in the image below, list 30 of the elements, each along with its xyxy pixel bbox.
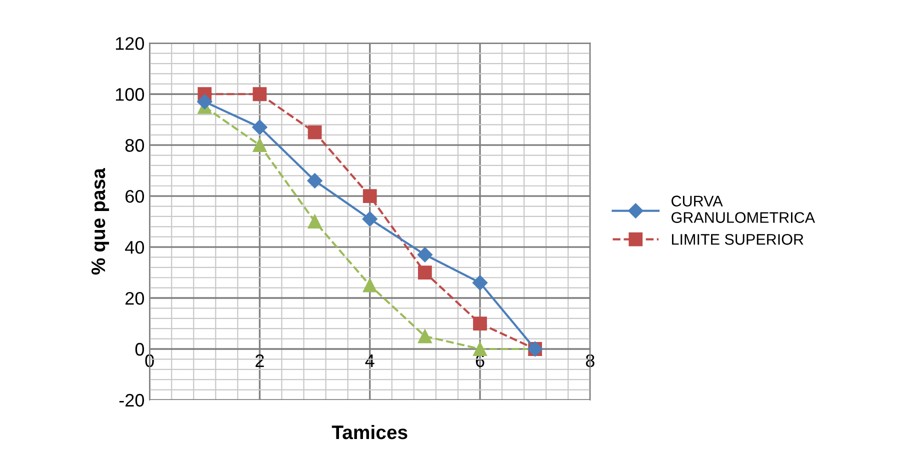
y-tick-label: 120 [116, 37, 144, 50]
point [252, 138, 267, 152]
point [473, 342, 487, 356]
point [308, 214, 322, 229]
point [197, 94, 212, 110]
point [418, 329, 432, 344]
x-axis-title: Tamices [332, 424, 408, 440]
x-tick-label: 2 [256, 354, 264, 367]
legend-label: CURVA GRANULOMETRICA [672, 196, 816, 223]
point [362, 189, 377, 204]
y-tick-label: 40 [125, 240, 144, 254]
y-axis-title: % que pasa [91, 168, 110, 275]
y-tick-label: 100 [116, 88, 144, 101]
point [418, 266, 432, 280]
point [252, 120, 268, 135]
point [252, 87, 267, 102]
point [473, 316, 487, 330]
point [308, 125, 322, 140]
point [417, 247, 433, 262]
y-tick-label: 20 [126, 292, 144, 305]
legend-label: LIMITE SUPERIOR [672, 234, 804, 245]
point [362, 278, 377, 292]
y-tick-label: -20 [119, 394, 144, 407]
point [307, 173, 322, 188]
point [472, 275, 488, 290]
y-tick-label: 80 [125, 139, 144, 152]
y-tick-label: 0 [135, 342, 144, 356]
point [362, 211, 378, 227]
y-tick-label: 60 [126, 190, 144, 203]
x-tick-label: 4 [365, 354, 374, 367]
